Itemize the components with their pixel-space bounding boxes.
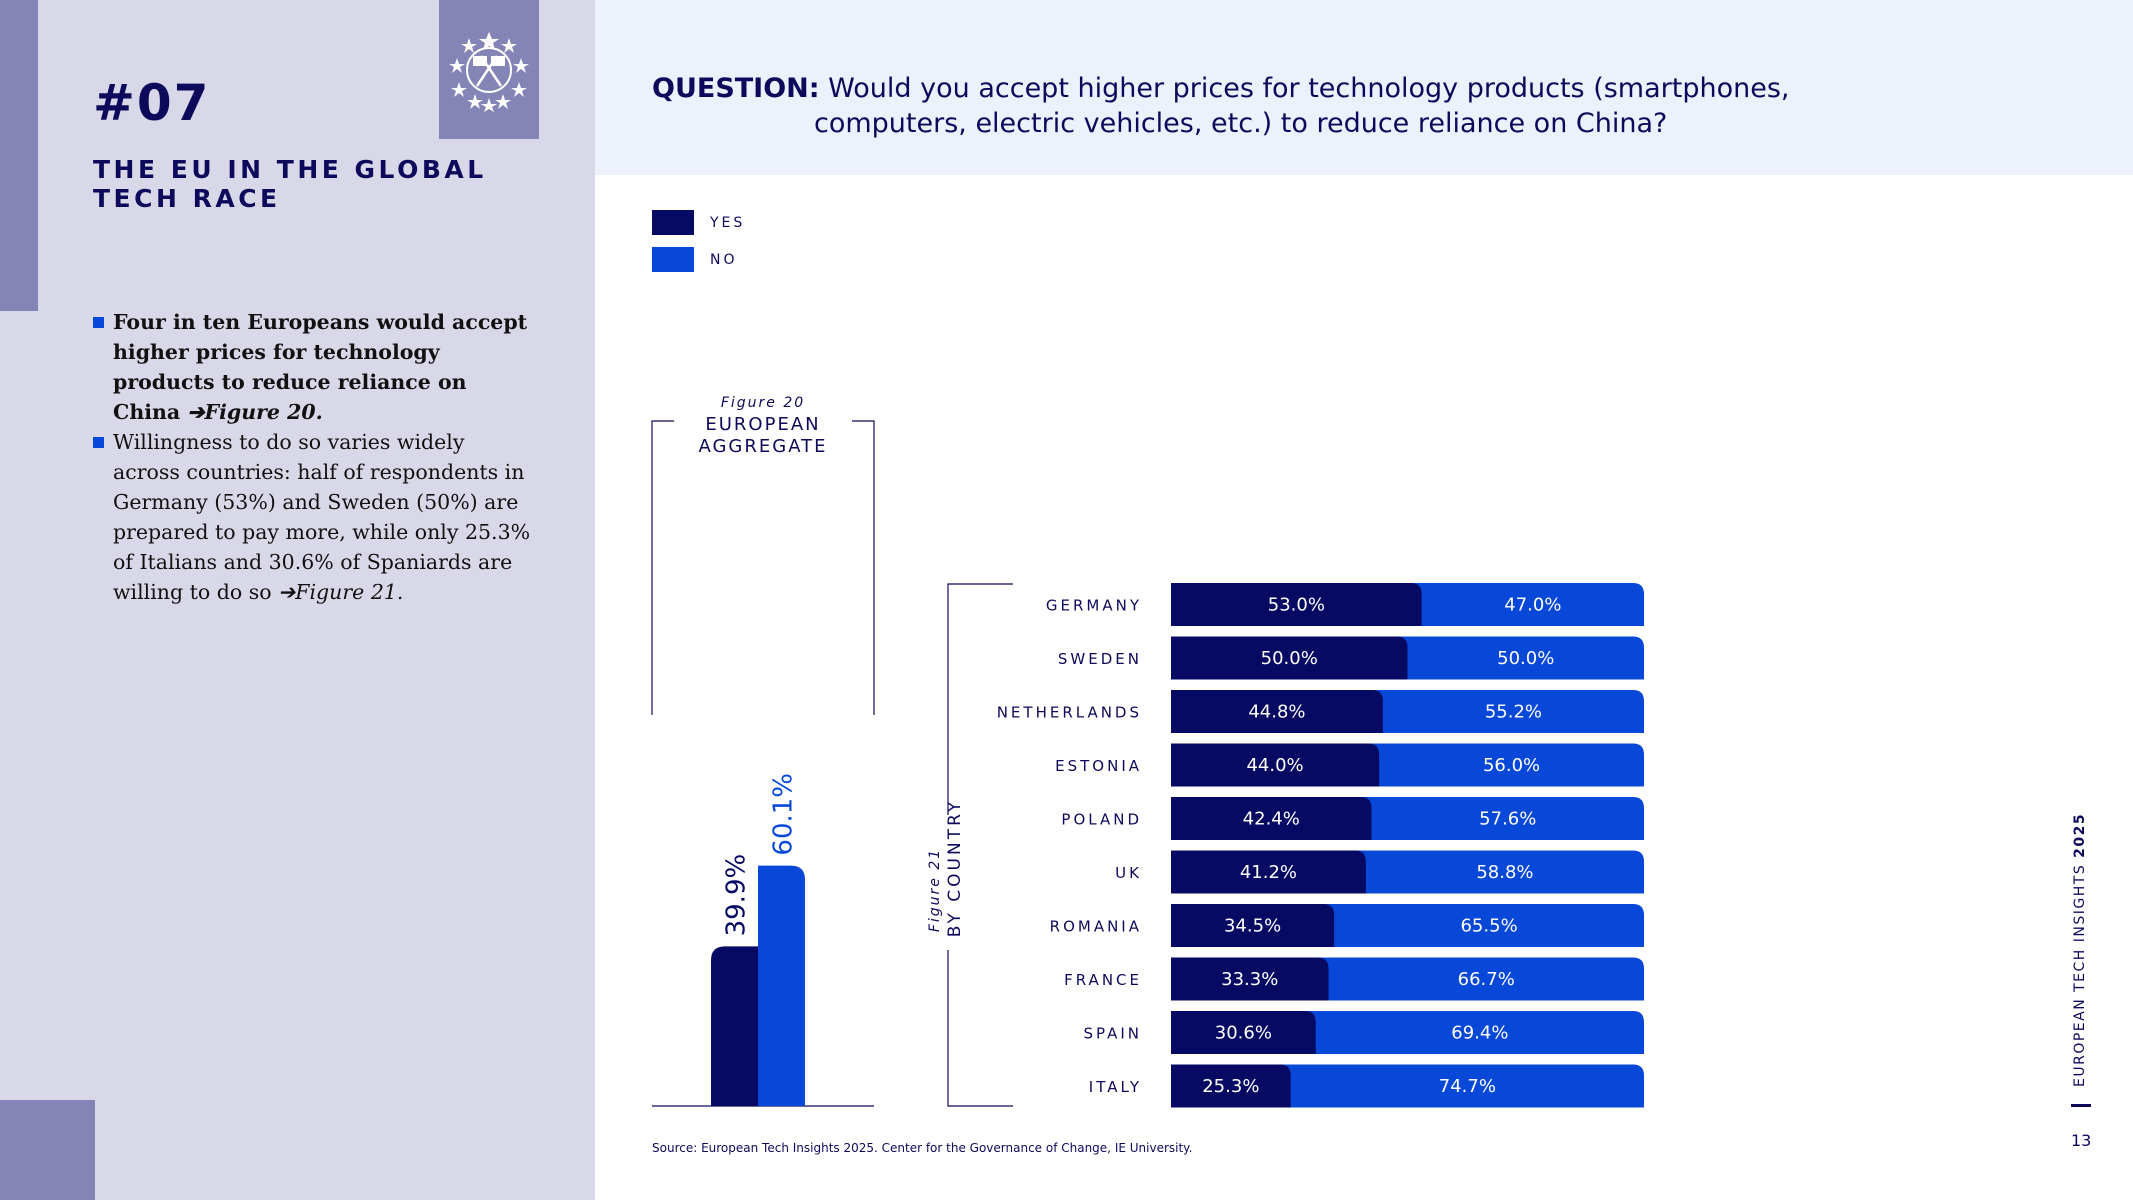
- country-chart-title: BY COUNTRY: [945, 799, 965, 937]
- question-text-line2: computers, electric vehicles, etc.) to r…: [814, 108, 1668, 139]
- country-value-yes: 33.3%: [1221, 969, 1278, 990]
- country-bar-yes: [1171, 583, 1422, 626]
- country-value-yes: 53.0%: [1268, 595, 1325, 616]
- country-value-yes: 41.2%: [1240, 862, 1297, 883]
- legend-swatch-yes: [652, 210, 694, 235]
- country-value-yes: 42.4%: [1243, 809, 1300, 830]
- question: QUESTION: Would you accept higher prices…: [652, 71, 1852, 141]
- country-bar-yes: [1171, 636, 1408, 680]
- legend-label: NO: [710, 251, 738, 268]
- country-bar-yes: [1171, 957, 1329, 1001]
- country-label: ESTONIA: [1055, 757, 1142, 775]
- country-value-no: 47.0%: [1504, 595, 1561, 616]
- left-panel: [0, 0, 595, 1200]
- country-value-yes: 44.0%: [1246, 755, 1303, 776]
- aggregate-bracket: [651, 420, 875, 715]
- question-label: QUESTION:: [652, 73, 820, 104]
- legend-label: YES: [710, 214, 746, 231]
- bullet-text: Four in ten Europeans would accept highe…: [113, 310, 528, 424]
- country-bar-yes: [1171, 1011, 1316, 1054]
- legend: YES NO: [652, 210, 745, 284]
- aggregate-bar-yes: [711, 946, 758, 1106]
- figure-reference: ➔Figure 20.: [187, 400, 323, 424]
- question-text-line1: Would you accept higher prices for techn…: [828, 73, 1790, 104]
- country-label: UK: [1115, 864, 1142, 882]
- legend-item-yes: YES: [652, 210, 745, 235]
- country-value-yes: 30.6%: [1215, 1023, 1272, 1044]
- country-value-no: 56.0%: [1483, 755, 1540, 776]
- country-label: GERMANY: [1046, 597, 1142, 615]
- accent-block-bottom: [0, 1100, 95, 1200]
- country-value-no: 57.6%: [1479, 809, 1536, 830]
- source-note: Source: European Tech Insights 2025. Cen…: [652, 1141, 1193, 1155]
- country-bar-yes: [1171, 690, 1383, 733]
- section-number: #07: [93, 74, 211, 132]
- figure-label: Figure 21: [927, 848, 943, 932]
- section-title: THE EU IN THE GLOBAL TECH RACE: [93, 155, 487, 213]
- country-bar-yes: [1171, 797, 1372, 840]
- country-value-no: 74.7%: [1439, 1076, 1496, 1097]
- legend-swatch-no: [652, 247, 694, 272]
- aggregate-bar-no: [758, 865, 805, 1106]
- footer-marker: [2071, 1104, 2091, 1107]
- country-value-yes: 44.8%: [1248, 702, 1305, 723]
- country-label: POLAND: [1061, 811, 1142, 829]
- country-value-no: 69.4%: [1451, 1023, 1508, 1044]
- country-label: FRANCE: [1064, 971, 1142, 989]
- country-value-no: 58.8%: [1476, 862, 1533, 883]
- country-label: ITALY: [1089, 1078, 1142, 1096]
- aggregate-title: AGGREGATE: [698, 436, 827, 457]
- country-value-no: 65.5%: [1460, 916, 1517, 937]
- figure-reference: ➔Figure 21.: [278, 580, 404, 604]
- country-label: SWEDEN: [1058, 650, 1142, 668]
- stars-flags-emblem-icon: [449, 31, 529, 112]
- country-bar-yes: [1171, 904, 1335, 947]
- country-value-no: 66.7%: [1458, 969, 1515, 990]
- figure-label: Figure 20: [721, 395, 805, 411]
- country-value-yes: 34.5%: [1224, 916, 1281, 937]
- aggregate-value-label: 39.9%: [722, 854, 752, 937]
- aggregate-title: EUROPEAN: [705, 414, 820, 435]
- page-number: 13: [2071, 1131, 2092, 1150]
- country-label: SPAIN: [1083, 1025, 1142, 1043]
- country-bracket: [947, 583, 1013, 1107]
- legend-item-no: NO: [652, 247, 745, 272]
- country-value-yes: 25.3%: [1202, 1076, 1259, 1097]
- bullet-text: Willingness to do so varies widely acros…: [113, 430, 531, 604]
- bullet-square-icon: [93, 437, 104, 448]
- country-label: ROMANIA: [1050, 918, 1142, 936]
- country-value-no: 50.0%: [1497, 648, 1554, 669]
- bullet-square-icon: [93, 317, 104, 328]
- country-bar-yes: [1171, 850, 1366, 894]
- accent-bar-top: [0, 0, 38, 311]
- question-band: [595, 0, 2133, 175]
- country-value-no: 55.2%: [1485, 702, 1542, 723]
- country-bar-yes: [1171, 1064, 1291, 1108]
- aggregate-value-label: 60.1%: [769, 773, 799, 856]
- publication-label: EUROPEAN TECH INSIGHTS 2025: [2072, 812, 2088, 1087]
- bullet-point: Willingness to do so varies widely acros…: [93, 427, 533, 607]
- bullet-point: Four in ten Europeans would accept highe…: [93, 307, 533, 427]
- logo-box: [439, 0, 539, 139]
- country-label: NETHERLANDS: [997, 704, 1142, 722]
- country-value-yes: 50.0%: [1261, 648, 1318, 669]
- country-bar-yes: [1171, 743, 1380, 787]
